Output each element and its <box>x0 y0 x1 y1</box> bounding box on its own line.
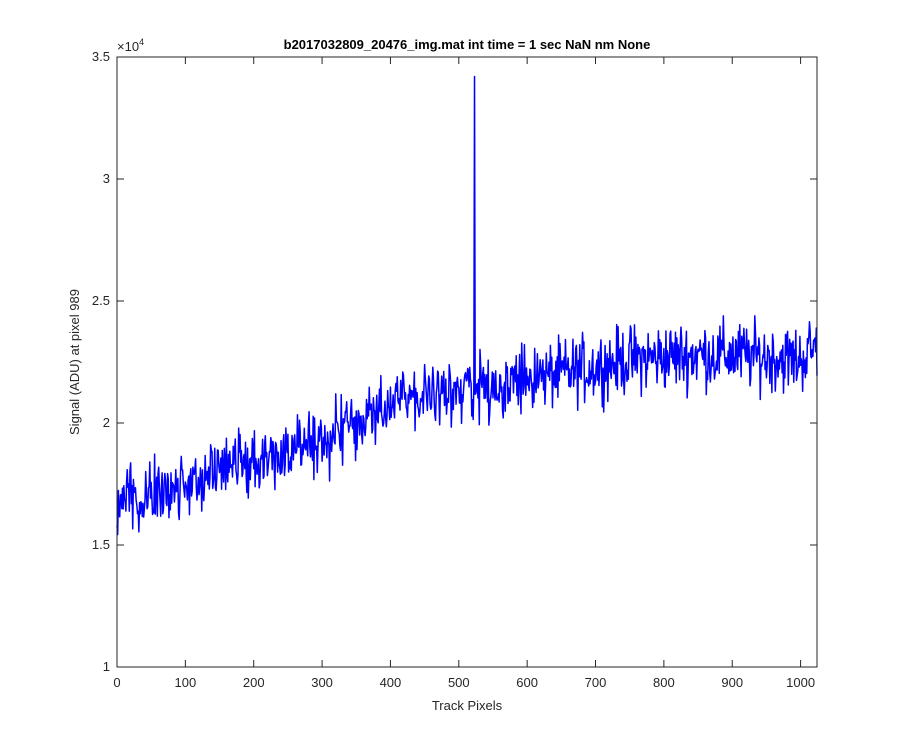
x-axis-ticks: 0 100 200 300 400 500 600 700 800 900 1000 <box>113 57 815 690</box>
axes-box <box>116 56 818 668</box>
y-tick-label: 1 <box>103 659 110 674</box>
y-axis-ticks: 1 1.5 2 2.5 3 3.5 <box>92 49 817 674</box>
x-tick-label: 500 <box>448 675 470 690</box>
x-axis-label: Track Pixels <box>432 698 503 713</box>
x-tick-label: 800 <box>653 675 675 690</box>
y-axis-label: Signal (ADU) at pixel 989 <box>67 289 82 435</box>
x-tick-label: 200 <box>243 675 265 690</box>
chart-title: b2017032809_20476_img.mat int time = 1 s… <box>284 37 651 52</box>
y-axis-exponent: ×104 <box>117 37 144 54</box>
x-tick-label: 400 <box>380 675 402 690</box>
x-tick-label: 0 <box>113 675 120 690</box>
x-tick-label: 700 <box>585 675 607 690</box>
x-tick-label: 1000 <box>786 675 815 690</box>
x-tick-label: 100 <box>175 675 197 690</box>
y-tick-label: 2.5 <box>92 293 110 308</box>
y-tick-label: 2 <box>103 415 110 430</box>
y-tick-label: 1.5 <box>92 537 110 552</box>
data-layer <box>116 75 818 536</box>
plot-area <box>117 57 817 667</box>
series-line <box>116 75 818 536</box>
x-tick-label: 600 <box>516 675 538 690</box>
exponent-base: ×10 <box>117 39 139 54</box>
exponent-power: 4 <box>139 37 144 47</box>
x-tick-label: 900 <box>721 675 743 690</box>
y-tick-label: 3 <box>103 171 110 186</box>
y-tick-label: 3.5 <box>92 49 110 64</box>
x-tick-label: 300 <box>311 675 333 690</box>
